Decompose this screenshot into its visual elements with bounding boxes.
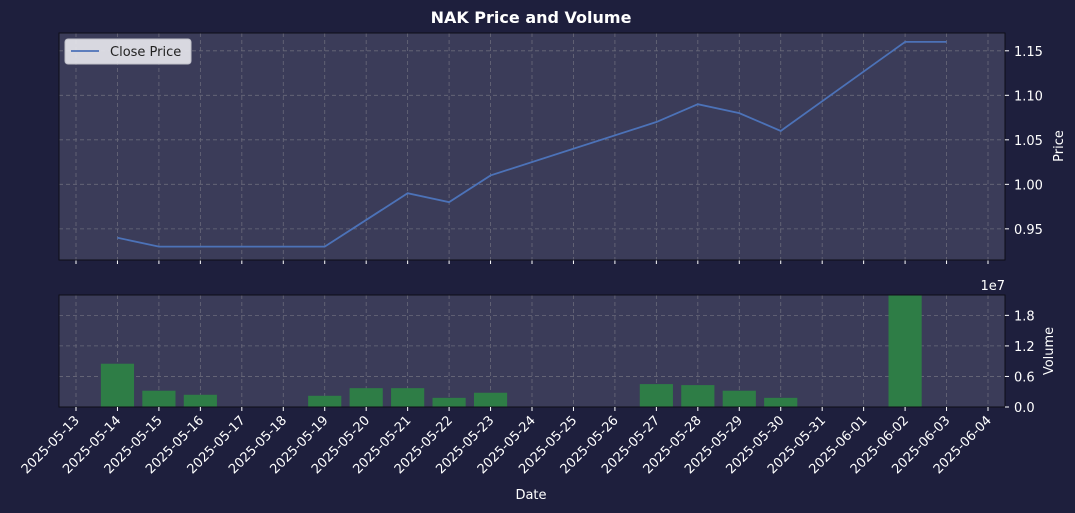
volume-y-ticks: 0.0 0.6 1.2 1.8 bbox=[1005, 309, 1035, 416]
legend-box bbox=[64, 38, 192, 65]
price-y-tick-label: 0.95 bbox=[1014, 223, 1043, 238]
volume-offset-label: 1e7 bbox=[980, 279, 1005, 294]
volume-bar bbox=[764, 397, 798, 407]
date-x-label: Date bbox=[515, 488, 546, 503]
price-y-tick-label: 1.10 bbox=[1014, 89, 1043, 104]
volume-y-tick-label: 1.2 bbox=[1014, 340, 1035, 355]
price-y-tick-label: 1.05 bbox=[1014, 134, 1043, 149]
volume-bar bbox=[142, 390, 176, 407]
price-panel: 0.95 1.00 1.05 1.10 1.15 Price Close Price bbox=[58, 32, 1067, 264]
volume-y-tick-label: 0.6 bbox=[1014, 370, 1035, 385]
volume-y-tick-label: 1.8 bbox=[1014, 309, 1035, 324]
volume-y-label: Volume bbox=[1042, 327, 1057, 375]
chart-title: NAK Price and Volume bbox=[431, 8, 632, 27]
volume-bar bbox=[349, 388, 383, 407]
volume-bar bbox=[391, 388, 425, 407]
volume-bar bbox=[473, 392, 508, 407]
volume-bar bbox=[308, 395, 342, 407]
volume-bar bbox=[681, 385, 715, 407]
legend-label: Close Price bbox=[110, 45, 181, 60]
volume-bar bbox=[888, 295, 922, 407]
volume-bar bbox=[639, 384, 673, 407]
price-y-label: Price bbox=[1052, 130, 1067, 162]
legend: Close Price bbox=[64, 38, 192, 65]
price-grid bbox=[59, 33, 1005, 264]
price-y-tick-label: 1.00 bbox=[1014, 178, 1043, 193]
volume-bar bbox=[183, 394, 217, 407]
volume-bar bbox=[722, 390, 756, 407]
volume-bars bbox=[100, 295, 922, 407]
price-y-tick-label: 1.15 bbox=[1014, 45, 1043, 60]
price-y-ticks: 0.95 1.00 1.05 1.10 1.15 bbox=[1005, 45, 1043, 238]
volume-bar bbox=[100, 363, 135, 407]
date-x-ticks: 2025-05-132025-05-142025-05-152025-05-16… bbox=[19, 407, 995, 477]
volume-bar bbox=[432, 397, 466, 407]
volume-panel: 0.0 0.6 1.2 1.8 1e7 Volume 2025-05-132025-0… bbox=[19, 279, 1057, 503]
price-plot-frame bbox=[58, 32, 1006, 261]
volume-y-tick-label: 0.0 bbox=[1014, 401, 1035, 416]
close-price-line bbox=[117, 41, 947, 248]
